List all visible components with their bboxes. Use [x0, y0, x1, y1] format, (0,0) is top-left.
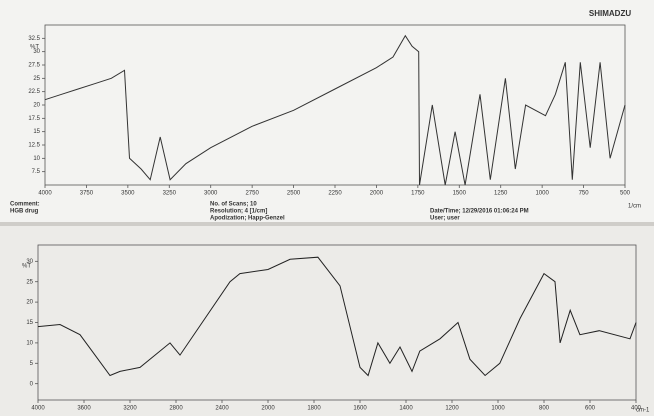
x-tick-label: 3200 — [123, 406, 137, 412]
x-tick-label: 3250 — [163, 191, 177, 197]
x-tick-label: 2800 — [169, 406, 183, 412]
x-tick-label: 3750 — [80, 191, 94, 197]
note: Date/Time; 12/29/2016 01:06:24 PM — [430, 209, 529, 215]
x-axis-label: 1/cm — [628, 204, 641, 210]
note: Comment: — [10, 202, 40, 208]
brand: SHIMADZU — [589, 9, 631, 18]
y-tick-label: 20 — [26, 300, 33, 306]
y-tick-label: 10 — [26, 340, 33, 346]
x-tick-label: 750 — [579, 191, 590, 197]
y-tick-label: 10 — [33, 156, 40, 162]
x-tick-label: 1400 — [399, 406, 413, 412]
x-tick-label: 1000 — [535, 191, 549, 197]
y-tick-label: 25 — [33, 76, 40, 82]
x-tick-label: 1250 — [494, 191, 508, 197]
x-tick-label: 2500 — [287, 191, 301, 197]
y-tick-label: 15 — [26, 320, 33, 326]
y-tick-label: 30 — [33, 49, 40, 55]
x-tick-label: 4000 — [31, 406, 45, 412]
y-tick-label: 22.5 — [28, 89, 40, 95]
x-tick-label: 4000 — [38, 191, 52, 197]
x-tick-label: 2000 — [261, 406, 275, 412]
y-tick-label: 32.5 — [28, 36, 40, 42]
note: User; user — [430, 216, 460, 222]
note: No. of Scans; 10 — [210, 202, 257, 208]
y-tick-label: 7.5 — [32, 169, 41, 175]
x-tick-label: 1800 — [307, 406, 321, 412]
y-tick-label: 12.5 — [28, 143, 40, 149]
x-tick-label: 2000 — [370, 191, 384, 197]
note: Resolution; 4 [1/cm] — [210, 209, 267, 215]
x-tick-label: 2250 — [328, 191, 342, 197]
x-tick-label: 2400 — [215, 406, 229, 412]
x-tick-label: 3000 — [204, 191, 218, 197]
y-tick-label: 27.5 — [28, 63, 40, 69]
y-tick-label: 20 — [33, 103, 40, 109]
y-tick-label: 30 — [26, 259, 33, 265]
x-tick-label: 1200 — [445, 406, 459, 412]
x-tick-label: 1500 — [453, 191, 467, 197]
x-tick-label: 1750 — [411, 191, 425, 197]
x-tick-label: 500 — [620, 191, 631, 197]
paper-top — [0, 0, 654, 222]
x-tick-label: 2750 — [245, 191, 259, 197]
y-tick-label: 15 — [33, 129, 40, 135]
y-tick-label: 17.5 — [28, 116, 40, 122]
y-tick-label: 25 — [26, 279, 33, 285]
x-tick-label: 1000 — [491, 406, 505, 412]
note: Apodization; Happ-Genzel — [210, 216, 285, 222]
x-tick-label: 1600 — [353, 406, 367, 412]
note: HGB drug — [10, 209, 39, 215]
paper-bottom — [0, 226, 654, 416]
x-tick-label: 800 — [539, 406, 550, 412]
page: SHIMADZU %T 1/cm Comment: HGB drug No. o… — [0, 0, 654, 416]
x-tick-label: 600 — [585, 406, 596, 412]
chart: SHIMADZU %T 1/cm Comment: HGB drug No. o… — [0, 0, 654, 416]
x-tick-label: 400 — [631, 406, 642, 412]
x-tick-label: 3500 — [121, 191, 135, 197]
x-tick-label: 3600 — [77, 406, 91, 412]
